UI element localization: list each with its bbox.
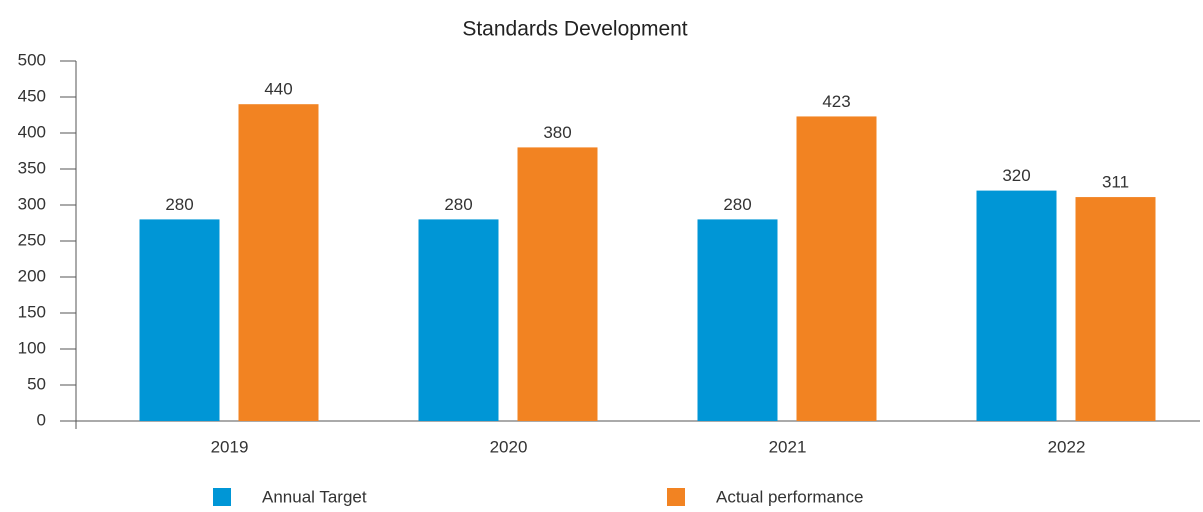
x-tick-label: 2019 — [211, 437, 249, 456]
y-tick-label: 50 — [27, 374, 46, 393]
bar — [796, 116, 877, 421]
y-tick-label: 350 — [18, 158, 46, 177]
x-tick-label: 2022 — [1048, 437, 1086, 456]
bar — [418, 219, 499, 421]
y-tick-label: 250 — [18, 230, 46, 249]
y-tick-label: 500 — [18, 50, 46, 69]
bar — [1075, 197, 1156, 421]
bar — [697, 219, 778, 421]
legend-swatch — [667, 488, 685, 506]
chart-title: Standards Development — [462, 18, 687, 41]
bar — [238, 104, 319, 421]
data-label: 423 — [822, 92, 850, 111]
y-tick-label: 450 — [18, 86, 46, 105]
data-label: 280 — [165, 195, 193, 214]
bar — [517, 147, 598, 421]
y-tick-label: 100 — [18, 338, 46, 357]
y-tick-label: 0 — [37, 410, 46, 429]
y-tick-label: 300 — [18, 194, 46, 213]
y-tick-label: 150 — [18, 302, 46, 321]
data-label: 320 — [1002, 166, 1030, 185]
y-tick-label: 200 — [18, 266, 46, 285]
bar — [976, 190, 1057, 421]
data-label: 380 — [543, 123, 571, 142]
x-tick-label: 2020 — [490, 437, 528, 456]
bar — [139, 219, 220, 421]
data-label: 280 — [444, 195, 472, 214]
data-label: 440 — [264, 80, 292, 99]
y-tick-label: 400 — [18, 122, 46, 141]
legend-label: Actual performance — [716, 487, 863, 506]
legend-label: Annual Target — [262, 487, 367, 506]
legend-swatch — [213, 488, 231, 506]
x-tick-label: 2021 — [769, 437, 807, 456]
data-label: 280 — [723, 195, 751, 214]
data-label: 311 — [1102, 173, 1129, 192]
